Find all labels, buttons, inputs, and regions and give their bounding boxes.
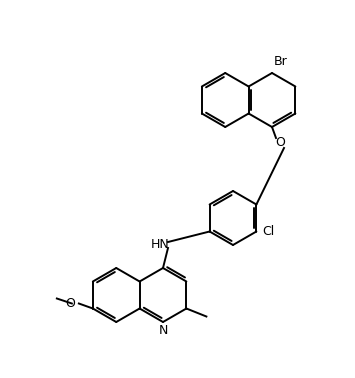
Text: HN: HN bbox=[151, 239, 169, 251]
Text: O: O bbox=[275, 136, 285, 150]
Text: Cl: Cl bbox=[262, 225, 275, 238]
Text: N: N bbox=[158, 324, 168, 337]
Text: Br: Br bbox=[274, 55, 288, 68]
Text: O: O bbox=[65, 297, 75, 310]
